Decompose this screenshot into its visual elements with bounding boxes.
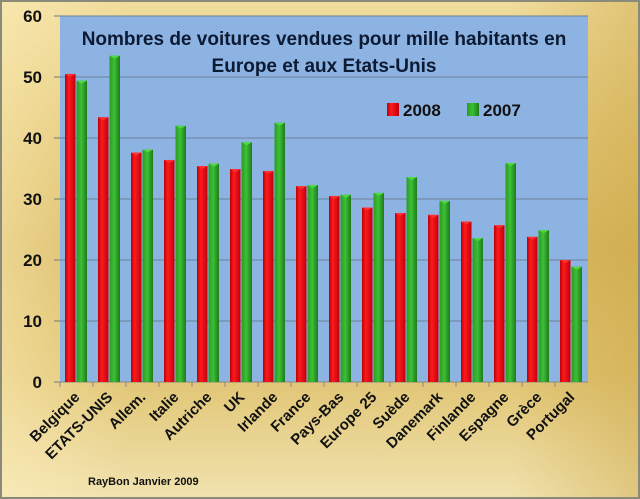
bar-2007 [373, 192, 384, 382]
y-tick-label: 10 [23, 312, 42, 331]
y-tick-label: 20 [23, 251, 42, 270]
bar-2007 [274, 122, 285, 382]
bar-cap-2008 [65, 73, 76, 77]
bar-cap-2008 [329, 195, 340, 199]
bar-2008 [164, 159, 175, 382]
bar-cap-2007 [472, 238, 483, 242]
y-axis: 0 10 20 30 40 50 60 [23, 7, 588, 392]
bar-2008 [230, 169, 241, 382]
bar-cap-2007 [406, 177, 417, 181]
chart-title-line-2: Europe et aux Etats-Unis [212, 56, 437, 77]
bar-cap-2007 [208, 163, 219, 167]
bar-cap-2008 [461, 221, 472, 225]
bar-cap-2008 [164, 159, 175, 163]
bar-2008 [494, 225, 505, 382]
bars [65, 55, 582, 383]
bar-2007 [208, 163, 219, 382]
x-tick-label: Allem. [105, 389, 149, 433]
bar-2007 [406, 177, 417, 382]
legend-swatch-2007 [467, 103, 479, 116]
legend-swatch-2008 [387, 103, 399, 116]
bar-2008 [263, 170, 274, 382]
bar-2007 [439, 200, 450, 382]
bar-2007 [175, 125, 186, 383]
bar-2008 [527, 236, 538, 382]
bar-2007 [241, 142, 252, 382]
bar-cap-2008 [494, 225, 505, 229]
bar-2008 [131, 152, 142, 382]
bar-2007 [538, 230, 549, 382]
bar-cap-2008 [428, 214, 439, 218]
y-tick-label: 60 [23, 7, 42, 26]
bar-2008 [98, 117, 109, 382]
legend-label-2008: 2008 [403, 101, 441, 120]
bar-cap-2007 [505, 163, 516, 167]
bar-cap-2008 [197, 166, 208, 170]
chart-annotation: RayBon Janvier 2009 [88, 476, 199, 488]
bar-2007 [340, 194, 351, 382]
bar-2007 [571, 266, 582, 382]
bar-cap-2008 [296, 186, 307, 190]
y-tick-label: 30 [23, 190, 42, 209]
bar-cap-2008 [230, 169, 241, 173]
bar-cap-2007 [307, 184, 318, 188]
y-tick-label: 0 [33, 373, 42, 392]
bar-cap-2007 [571, 266, 582, 270]
bar-cap-2007 [241, 142, 252, 146]
bar-cap-2007 [109, 55, 120, 59]
bar-cap-2007 [340, 194, 351, 198]
bar-cap-2008 [362, 207, 373, 211]
bar-2007 [505, 163, 516, 382]
bar-2007 [472, 238, 483, 382]
bar-cap-2007 [76, 80, 87, 84]
bar-cap-2008 [395, 213, 406, 217]
bar-2008 [395, 213, 406, 382]
bar-2007 [76, 80, 87, 382]
bar-cap-2007 [373, 192, 384, 196]
bar-cap-2007 [439, 200, 450, 204]
bar-2008 [428, 214, 439, 382]
bar-2008 [197, 166, 208, 382]
bar-cap-2008 [560, 260, 571, 263]
bar-2008 [329, 195, 340, 382]
bar-2008 [560, 260, 571, 382]
legend: 2008 2007 [387, 101, 521, 120]
chart-title-line-1: Nombres de voitures vendues pour mille h… [82, 29, 567, 50]
bar-2007 [307, 184, 318, 382]
bar-2008 [65, 73, 76, 382]
bar-2007 [142, 149, 153, 382]
y-tick-label: 40 [23, 129, 42, 148]
bar-2008 [461, 221, 472, 382]
legend-label-2007: 2007 [483, 101, 521, 120]
bar-cap-2007 [175, 125, 186, 129]
bar-2008 [296, 186, 307, 382]
bar-2007 [109, 55, 120, 383]
bar-cap-2008 [131, 152, 142, 156]
y-tick-label: 50 [23, 68, 42, 87]
bar-cap-2008 [263, 170, 274, 174]
bar-cap-2007 [538, 230, 549, 234]
bar-cap-2008 [527, 236, 538, 240]
bar-cap-2007 [274, 122, 285, 126]
bar-cap-2008 [98, 117, 109, 121]
bar-2008 [362, 207, 373, 382]
x-tick-label: UK [221, 389, 248, 416]
bar-cap-2007 [142, 149, 153, 153]
